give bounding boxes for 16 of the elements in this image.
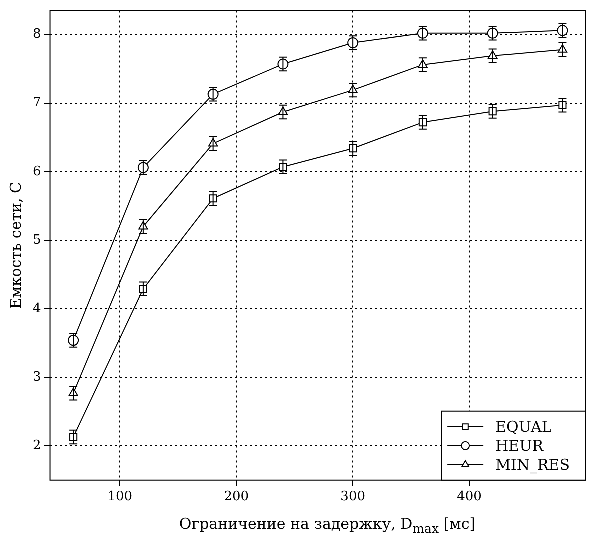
x-axis-title: Ограничение на задержку, D$_{max}$ [мс] (178, 515, 477, 536)
x-tick-label: 100 (108, 490, 133, 505)
y-tick-label: 7 (32, 96, 42, 111)
legend-label: MIN_RES (496, 456, 570, 474)
y-axis-title: Емкость сети, C (6, 182, 25, 310)
x-tick-label: 200 (224, 490, 250, 505)
y-tick-label: 8 (32, 27, 42, 42)
legend-label: HEUR (496, 436, 544, 455)
legend-label: EQUAL (496, 418, 552, 436)
y-tick-label: 3 (32, 370, 42, 385)
y-tick-label: 4 (32, 301, 42, 316)
y-tick-label: 6 (32, 164, 42, 180)
y-tick-label: 5 (32, 232, 42, 248)
y-tick-label: 2 (32, 438, 42, 454)
x-tick-label: 400 (457, 490, 482, 505)
x-tick-label: 300 (340, 490, 366, 505)
